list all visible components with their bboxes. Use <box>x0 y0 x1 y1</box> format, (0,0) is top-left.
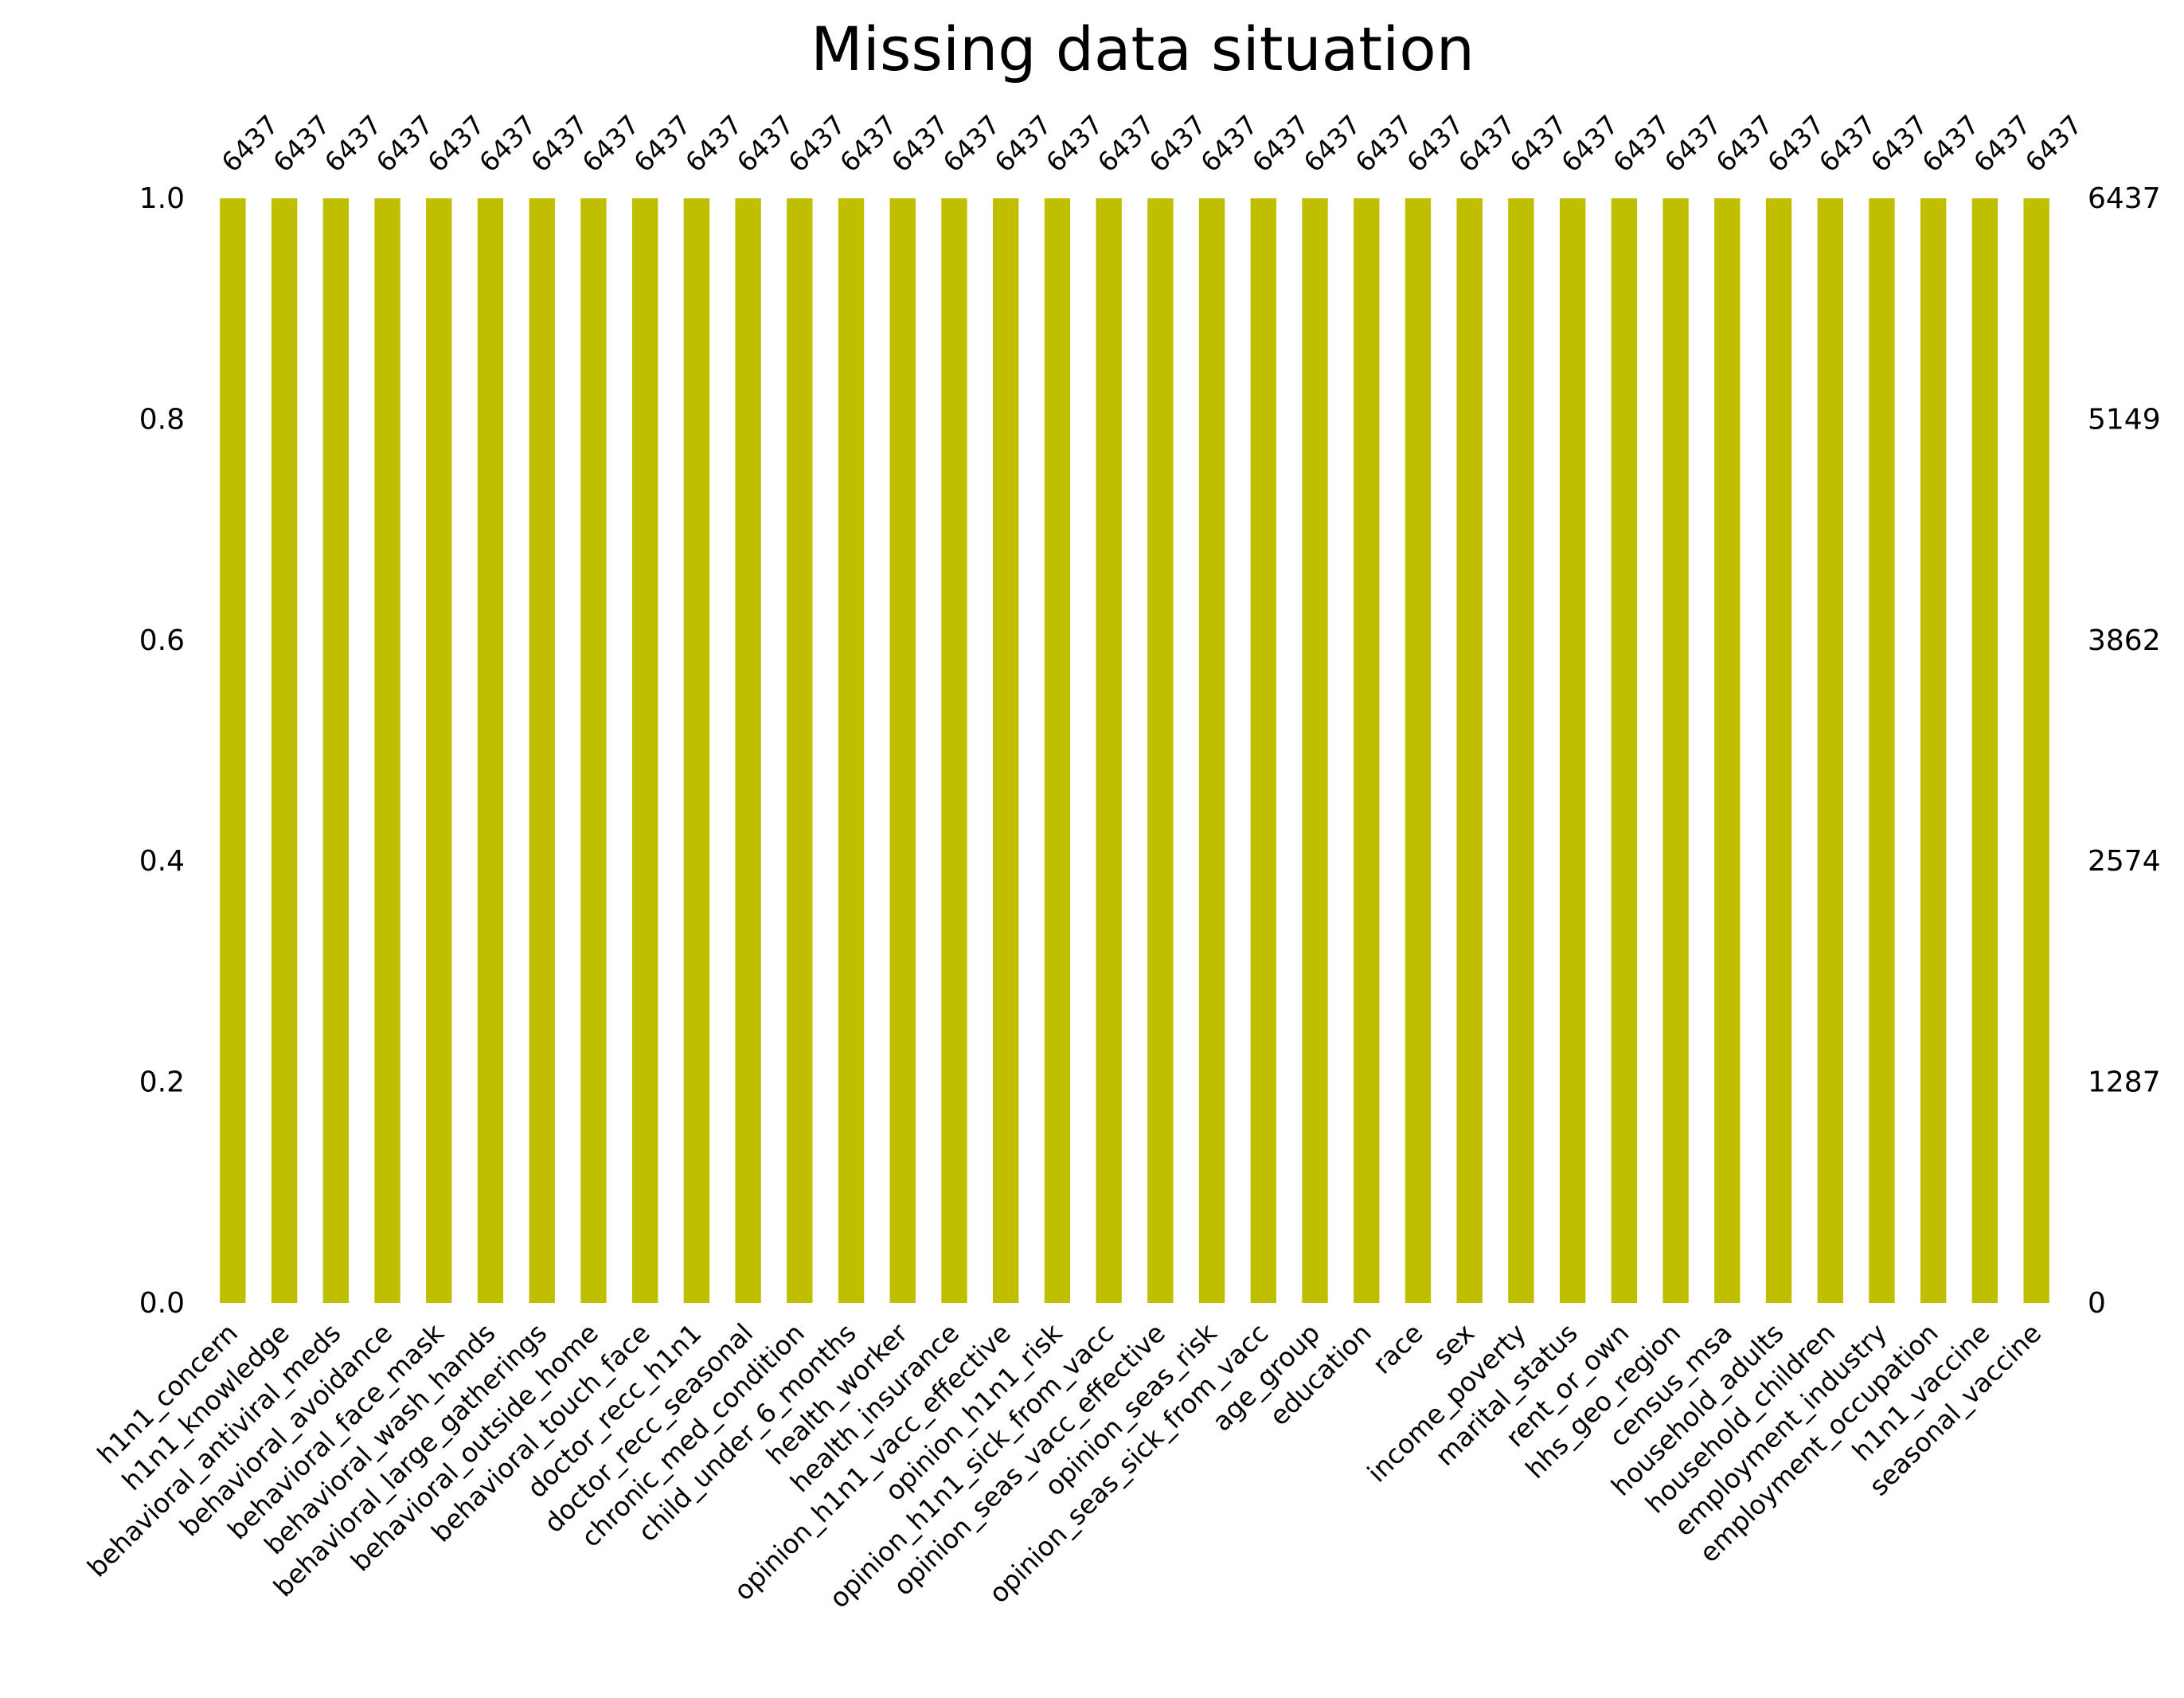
left-tick-label: 1.0 <box>139 182 185 215</box>
count-label: 6437 <box>1659 109 1728 178</box>
count-label: 6437 <box>525 109 594 178</box>
count-label: 6437 <box>782 109 851 178</box>
bar-behavioral-touch-face <box>631 198 658 1303</box>
right-tick-label: 2574 <box>2088 845 2161 878</box>
count-label: 6437 <box>2019 109 2088 178</box>
count-label: 6437 <box>1967 109 2037 178</box>
bar-employment-occupation <box>1920 198 1947 1303</box>
bar-behavioral-antiviral-meds <box>322 198 349 1303</box>
count-label: 6437 <box>1916 109 1985 178</box>
count-label: 6437 <box>731 109 800 178</box>
bar-household-children <box>1817 198 1843 1303</box>
count-label: 6437 <box>421 109 490 178</box>
count-label: 6437 <box>679 109 748 178</box>
right-tick-label: 1287 <box>2088 1066 2161 1099</box>
bar-doctor-recc-seasonal <box>735 198 761 1303</box>
bar-behavioral-avoidance <box>374 198 400 1303</box>
bar-opinion-h1n1-sick-from-vacc <box>1096 198 1122 1303</box>
right-tick-label: 3862 <box>2088 624 2161 657</box>
bar-opinion-seas-sick-from-vacc <box>1250 198 1276 1303</box>
bar-sex <box>1456 198 1483 1303</box>
bar-behavioral-large-gatherings <box>529 198 555 1303</box>
right-tick-label: 6437 <box>2088 182 2161 215</box>
right-tick-label: 0 <box>2088 1287 2106 1320</box>
left-tick-label: 0.4 <box>139 845 185 878</box>
count-label: 6437 <box>1246 109 1315 178</box>
bar-census-msa <box>1714 198 1741 1303</box>
bar-education <box>1354 198 1380 1303</box>
bar-count-labels: 6437643764376437643764376437643764376437… <box>215 109 2088 178</box>
bar-opinion-seas-vacc-effective <box>1147 198 1174 1303</box>
bar-h1n1-vaccine <box>1971 198 1998 1303</box>
count-label: 6437 <box>627 109 697 178</box>
right-tick-label: 5149 <box>2088 403 2161 436</box>
count-label: 6437 <box>1813 109 1882 178</box>
count-label: 6437 <box>1865 109 1934 178</box>
bar-health-worker <box>889 198 916 1303</box>
count-label: 6437 <box>1761 109 1830 178</box>
left-tick-label: 0.8 <box>139 403 185 436</box>
count-label: 6437 <box>1143 109 1212 178</box>
count-label: 6437 <box>1401 109 1470 178</box>
bar-age-group <box>1302 198 1328 1303</box>
count-label: 6437 <box>473 109 542 178</box>
bars-group <box>220 198 2049 1303</box>
count-label: 6437 <box>1709 109 1779 178</box>
bar-employment-industry <box>1869 198 1895 1303</box>
count-label: 6437 <box>215 109 284 178</box>
count-label: 6437 <box>937 109 1006 178</box>
bar-seasonal-vaccine <box>2023 198 2049 1303</box>
count-label: 6437 <box>318 109 388 178</box>
count-label: 6437 <box>1194 109 1264 178</box>
bar-opinion-seas-risk <box>1198 198 1225 1303</box>
count-label: 6437 <box>1452 109 1522 178</box>
bar-behavioral-wash-hands <box>477 198 504 1303</box>
count-label: 6437 <box>370 109 440 178</box>
count-label: 6437 <box>1298 109 1367 178</box>
bar-hhs-geo-region <box>1662 198 1689 1303</box>
bar-doctor-recc-h1n1 <box>683 198 710 1303</box>
bar-health-insurance <box>941 198 967 1303</box>
bar-behavioral-outside-home <box>580 198 607 1303</box>
count-label: 6437 <box>1555 109 1624 178</box>
count-label: 6437 <box>576 109 645 178</box>
count-label: 6437 <box>834 109 903 178</box>
chart-title: Missing data situation <box>811 14 1475 84</box>
bar-chronic-med-condition <box>787 198 813 1303</box>
left-tick-label: 0.2 <box>139 1066 185 1099</box>
count-label: 6437 <box>1349 109 1418 178</box>
bar-behavioral-face-mask <box>426 198 452 1303</box>
bar-opinion-h1n1-risk <box>1044 198 1071 1303</box>
bar-child-under-6-months <box>838 198 865 1303</box>
bar-opinion-h1n1-vacc-effective <box>993 198 1019 1303</box>
category-label: race <box>1366 1317 1429 1380</box>
left-tick-label: 0.6 <box>139 624 185 657</box>
count-label: 6437 <box>1607 109 1676 178</box>
count-label: 6437 <box>1092 109 1161 178</box>
bar-h1n1-knowledge <box>271 198 298 1303</box>
bar-rent-or-own <box>1611 198 1638 1303</box>
count-label: 6437 <box>1503 109 1573 178</box>
count-label: 6437 <box>1040 109 1109 178</box>
bar-household-adults <box>1765 198 1792 1303</box>
left-tick-label: 0.0 <box>139 1287 185 1320</box>
category-labels: h1n1_concernh1n1_knowledgebehavioral_ant… <box>81 1317 2047 1614</box>
count-label: 6437 <box>885 109 955 178</box>
left-axis-ticks: 0.0 0.2 0.4 0.6 0.8 1.0 <box>139 182 185 1320</box>
bar-race <box>1405 198 1432 1303</box>
bar-income-poverty <box>1508 198 1534 1303</box>
right-axis-ticks: 0 1287 2574 3862 5149 6437 <box>2088 182 2161 1320</box>
count-label: 6437 <box>988 109 1057 178</box>
bar-h1n1-concern <box>220 198 246 1303</box>
bar-marital-status <box>1559 198 1586 1303</box>
count-label: 6437 <box>267 109 336 178</box>
